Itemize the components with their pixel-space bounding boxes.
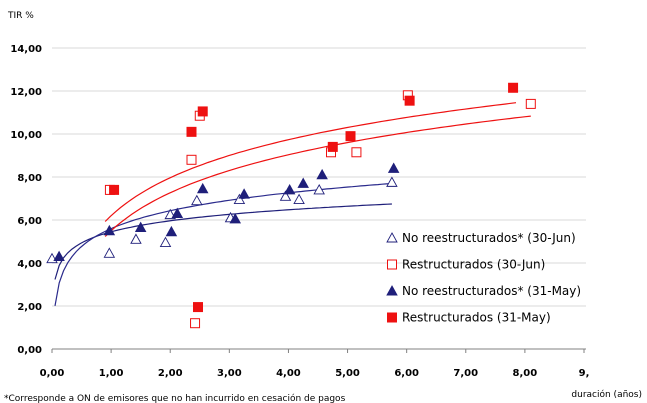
data-point: [525, 98, 536, 109]
data-point: [297, 177, 309, 188]
trendline: [54, 203, 392, 280]
legend-label: Restructurados (31-May): [402, 311, 551, 325]
axes: [51, 348, 586, 353]
data-point: [196, 182, 209, 194]
data-point: [159, 236, 172, 248]
data-point: [190, 318, 201, 329]
grid-lines: [52, 47, 586, 307]
data-point: [191, 194, 203, 206]
data-points: [46, 82, 536, 329]
x-tick-label: 8,00: [513, 368, 538, 379]
x-tick-label: 2,00: [158, 368, 183, 379]
y-tick-label: 4,00: [17, 259, 42, 270]
x-tick-label: 0,00: [40, 368, 65, 379]
x-axis-title: duración (años): [571, 389, 642, 400]
trendline: [104, 115, 531, 237]
x-tick-label: 9,: [579, 368, 590, 379]
footnote: *Corresponde a ON de emisores que no han…: [4, 393, 346, 403]
data-point: [293, 193, 305, 205]
trendlines: [54, 102, 531, 307]
legend-label: Restructurados (30-Jun): [402, 258, 545, 272]
legend-label: No reestructurados* (30-Jun): [402, 231, 576, 245]
y-tick-label: 2,00: [17, 302, 42, 313]
x-tick-label: 3,00: [217, 368, 242, 379]
data-point: [387, 162, 400, 173]
data-point: [165, 225, 178, 237]
trendline: [54, 182, 395, 307]
legend-label: No reestructurados* (31-May): [402, 284, 581, 298]
data-point: [103, 224, 116, 236]
y-tick-label: 8,00: [17, 173, 42, 184]
data-point: [313, 183, 325, 195]
y-tick-label: 10,00: [10, 130, 42, 141]
data-point: [351, 147, 362, 158]
x-tick-label: 4,00: [276, 368, 301, 379]
data-point: [404, 95, 415, 106]
x-tick-label: 1,00: [99, 368, 124, 379]
legend-marker: [387, 312, 397, 323]
data-point: [283, 183, 296, 195]
legend-marker: [387, 259, 397, 270]
y-tick-label: 12,00: [10, 87, 42, 98]
legend-marker: [386, 285, 398, 296]
data-point: [130, 233, 142, 244]
data-point: [327, 141, 338, 152]
data-point: [233, 193, 246, 205]
data-point: [229, 212, 242, 224]
data-point: [186, 126, 197, 137]
legend-marker: [386, 232, 398, 243]
data-point: [103, 247, 116, 258]
data-point: [109, 184, 120, 195]
data-point: [53, 250, 65, 261]
y-tick-label: 14,00: [10, 44, 42, 55]
y-tick-label: 6,00: [17, 216, 42, 227]
x-tick-label: 6,00: [394, 368, 419, 379]
x-tick-label: 7,00: [453, 368, 478, 379]
data-point: [197, 106, 208, 117]
data-point: [345, 131, 356, 142]
data-point: [238, 188, 250, 199]
legend: No reestructurados* (30-Jun) Restructurad…: [386, 231, 581, 325]
data-point: [386, 176, 398, 187]
data-point: [316, 168, 328, 180]
data-point: [171, 207, 184, 218]
x-tick-label: 5,00: [335, 368, 360, 379]
tick-labels: 0,00 2,00 4,00 6,00 8,00 10,00 12,00 14,00 0,00 1…: [10, 44, 589, 379]
data-point: [134, 221, 147, 232]
y-tick-label: 0,00: [17, 345, 42, 356]
data-point: [508, 82, 519, 93]
trendline: [104, 102, 517, 222]
y-axis-title: TIR %: [7, 11, 34, 21]
data-point: [279, 190, 292, 201]
data-point: [186, 154, 197, 165]
data-point: [193, 302, 204, 313]
